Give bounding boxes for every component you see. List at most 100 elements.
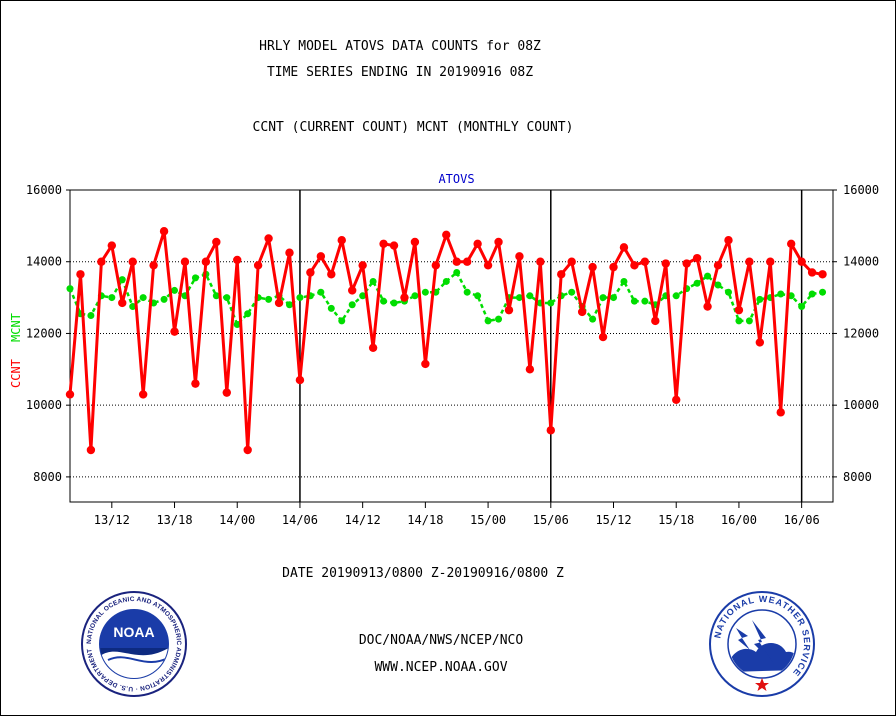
point-mcnt	[547, 299, 555, 307]
point-mcnt	[369, 277, 377, 285]
point-ccnt	[661, 259, 670, 268]
point-mcnt	[714, 281, 722, 289]
point-ccnt	[766, 257, 775, 266]
point-ccnt	[588, 262, 597, 272]
point-mcnt	[118, 276, 126, 284]
point-mcnt	[735, 317, 743, 325]
point-ccnt	[379, 239, 388, 248]
ytick-label-right: 14000	[843, 255, 879, 269]
chart-title-line2: TIME SERIES ENDING IN 20190916 08Z	[266, 65, 534, 80]
point-ccnt	[159, 227, 169, 236]
point-ccnt	[65, 390, 75, 399]
point-ccnt	[212, 237, 221, 247]
point-mcnt	[495, 315, 503, 323]
ytick-label-left: 16000	[26, 183, 62, 197]
point-ccnt	[316, 252, 326, 261]
point-ccnt	[786, 239, 796, 248]
point-mcnt	[380, 297, 388, 305]
point-ccnt	[191, 379, 200, 388]
point-ccnt	[76, 270, 85, 279]
ylabel-mcnt: MCNT	[9, 313, 23, 342]
point-mcnt	[390, 299, 398, 307]
point-mcnt	[756, 295, 764, 303]
point-ccnt	[253, 261, 263, 270]
point-mcnt	[672, 292, 680, 300]
point-ccnt	[515, 252, 524, 261]
point-ccnt	[368, 343, 378, 352]
point-ccnt	[138, 390, 148, 399]
point-mcnt	[66, 285, 74, 293]
xtick-label: 14/06	[282, 513, 318, 527]
point-mcnt	[348, 301, 356, 309]
point-mcnt	[160, 295, 168, 303]
point-ccnt	[818, 270, 827, 279]
point-ccnt	[442, 230, 451, 240]
point-mcnt	[568, 288, 576, 296]
point-ccnt	[285, 248, 294, 257]
point-mcnt	[191, 274, 199, 282]
point-ccnt	[557, 270, 566, 279]
xtick-label: 15/12	[595, 513, 631, 527]
point-mcnt	[641, 297, 649, 305]
point-ccnt	[243, 445, 252, 455]
point-ccnt	[473, 239, 482, 248]
xtick-label: 16/00	[721, 513, 757, 527]
ytick-label-right: 8000	[843, 470, 872, 484]
ytick-label-right: 10000	[843, 398, 879, 412]
point-ccnt	[327, 270, 336, 279]
point-mcnt	[421, 288, 429, 296]
point-ccnt	[724, 236, 733, 245]
point-ccnt	[170, 327, 179, 336]
chart-inner-title: ATOVS	[438, 172, 474, 186]
point-ccnt	[295, 375, 305, 385]
point-ccnt	[233, 255, 242, 265]
point-mcnt	[87, 312, 95, 320]
point-ccnt	[630, 261, 639, 270]
point-ccnt	[692, 253, 702, 263]
point-ccnt	[462, 257, 472, 266]
point-ccnt	[619, 243, 629, 252]
xtick-label: 15/06	[533, 513, 569, 527]
url-line: WWW.NCEP.NOAA.GOV	[374, 660, 508, 675]
point-mcnt	[411, 292, 419, 300]
noaa-logo-text: NOAA	[113, 624, 154, 640]
point-ccnt	[483, 261, 493, 270]
point-ccnt	[651, 316, 660, 326]
point-ccnt	[180, 257, 190, 266]
point-ccnt	[682, 259, 691, 268]
point-mcnt	[108, 294, 116, 302]
point-ccnt	[797, 257, 806, 266]
point-mcnt	[704, 272, 712, 280]
point-mcnt	[515, 294, 523, 302]
point-mcnt	[327, 304, 335, 312]
point-ccnt	[128, 257, 137, 266]
point-mcnt	[798, 303, 806, 311]
point-ccnt	[598, 332, 608, 342]
xtick-label: 14/18	[407, 513, 443, 527]
point-mcnt	[819, 288, 827, 296]
point-mcnt	[129, 303, 137, 311]
point-ccnt	[421, 359, 430, 369]
point-ccnt	[86, 445, 96, 455]
point-ccnt	[755, 338, 765, 347]
point-ccnt	[703, 302, 712, 311]
point-ccnt	[222, 388, 231, 397]
point-mcnt	[171, 286, 179, 294]
point-ccnt	[609, 262, 618, 272]
point-mcnt	[265, 295, 273, 303]
nws-logo: NATIONAL WEATHER SERVICE	[709, 591, 815, 697]
point-ccnt	[745, 257, 754, 266]
xtick-label: 15/18	[658, 513, 694, 527]
point-ccnt	[274, 298, 284, 308]
point-ccnt	[306, 268, 315, 277]
ytick-label-right: 12000	[843, 326, 879, 340]
xtick-label: 13/12	[94, 513, 130, 527]
point-mcnt	[139, 294, 147, 302]
point-ccnt	[734, 305, 744, 315]
point-mcnt	[620, 277, 628, 285]
point-ccnt	[672, 395, 681, 404]
xtick-label: 13/18	[156, 513, 192, 527]
point-mcnt	[526, 292, 534, 300]
ylabel-ccnt: CCNT	[9, 359, 23, 388]
org-line: DOC/NOAA/NWS/NCEP/NCO	[358, 633, 524, 648]
